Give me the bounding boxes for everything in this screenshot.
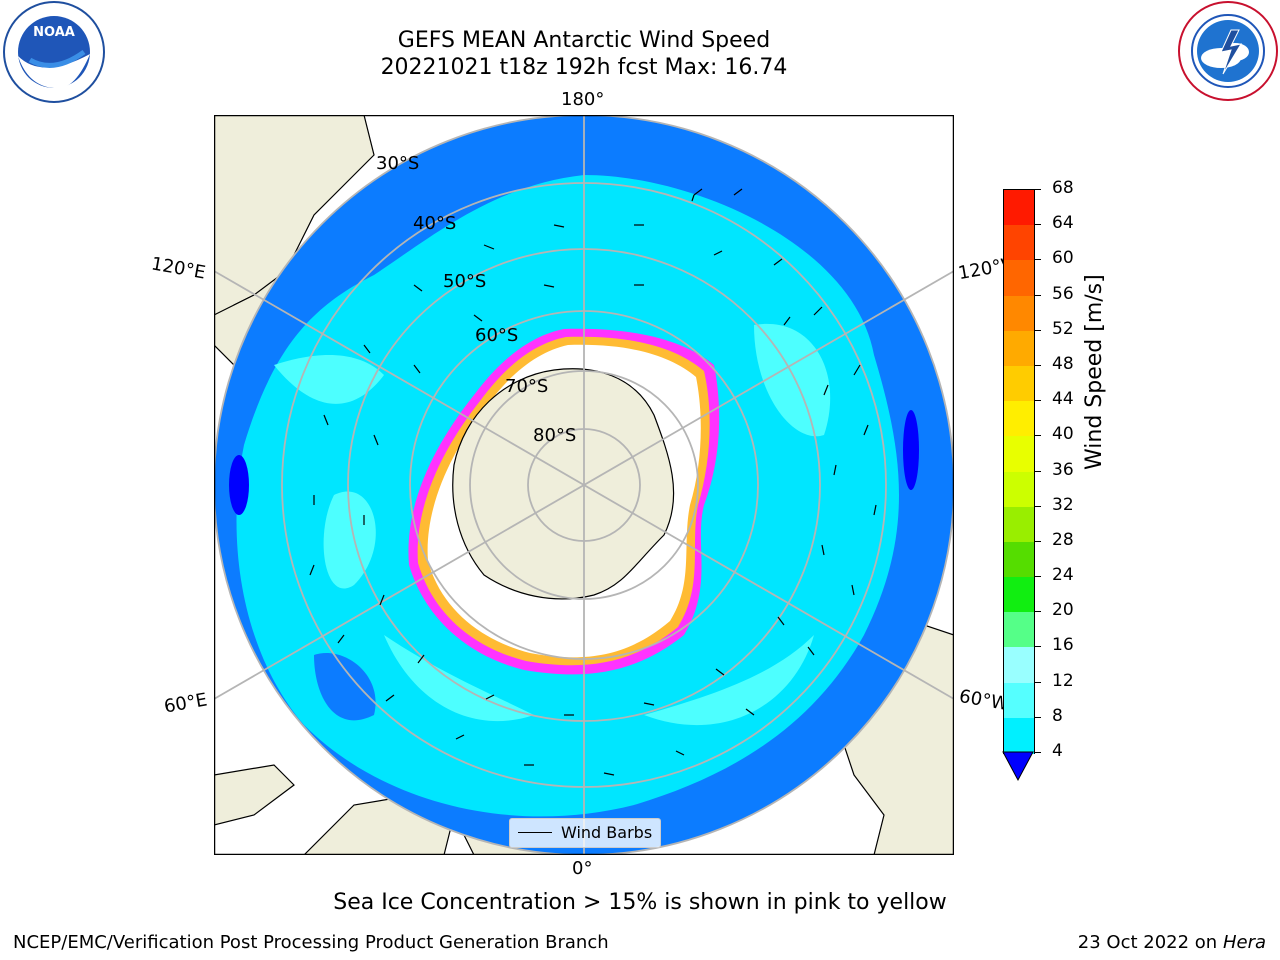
colorbar-band <box>1004 295 1034 332</box>
colorbar-tick-mark <box>1035 540 1041 542</box>
colorbar-tick-label: 4 <box>1052 741 1063 761</box>
footer-machine: Hera <box>1222 932 1266 953</box>
map-frame <box>214 115 954 855</box>
lon-label-120e: 120°E <box>149 253 208 284</box>
colorbar-tick-label: 16 <box>1052 635 1074 656</box>
colorbar-tick-label: 60 <box>1052 248 1074 269</box>
colorbar-tick-mark <box>1035 435 1041 437</box>
colorbar-tick-mark <box>1035 364 1041 366</box>
colorbar-band <box>1004 365 1034 402</box>
colorbar-band <box>1004 612 1034 648</box>
lat-label-60s: 60°S <box>475 325 519 346</box>
map-caption: Sea Ice Concentration > 15% is shown in … <box>333 890 947 915</box>
lon-label-60e: 60°E <box>162 689 209 718</box>
lat-label-40s: 40°S <box>413 213 457 234</box>
colorbar-band <box>1004 541 1034 578</box>
map-legend: Wind Barbs <box>509 818 661 848</box>
svg-text:NOAA: NOAA <box>33 25 75 40</box>
colorbar-tick-mark <box>1035 716 1041 718</box>
colorbar-tick-label: 12 <box>1052 670 1074 691</box>
colorbar-tick-label: 20 <box>1052 600 1074 621</box>
colorbar-tick-label: 64 <box>1052 213 1074 234</box>
graticule <box>214 115 954 855</box>
colorbar-band <box>1004 682 1034 719</box>
colorbar-tick-mark <box>1035 646 1041 648</box>
colorbar-tick-mark <box>1035 189 1041 190</box>
colorbar-tick-mark <box>1035 400 1041 402</box>
colorbar-band <box>1004 506 1034 543</box>
chart-title: GEFS MEAN Antarctic Wind Speed <box>397 28 771 53</box>
colorbar-band <box>1004 190 1034 226</box>
lon-label-180: 180° <box>561 89 605 110</box>
colorbar-title: Wind Speed [m/s] <box>1082 274 1107 470</box>
lat-label-30s: 30°S <box>376 153 420 174</box>
colorbar-tick-label: 48 <box>1052 353 1074 374</box>
antarctica <box>452 368 675 600</box>
lat-label-70s: 70°S <box>505 376 549 397</box>
nws-logo <box>1178 1 1278 101</box>
colorbar-band <box>1004 647 1034 684</box>
colorbar-tick-label: 24 <box>1052 565 1074 586</box>
colorbar-tick-mark <box>1035 576 1041 578</box>
colorbar-band <box>1004 260 1034 297</box>
colorbar-tick-label: 40 <box>1052 424 1074 445</box>
colorbar-band <box>1004 436 1034 472</box>
colorbar-extend-triangle <box>1002 751 1034 782</box>
colorbar-label: Wind Speed [m/s] <box>1082 274 1107 470</box>
colorbar-tick-mark <box>1035 681 1041 683</box>
colorbar-tick-label: 52 <box>1052 318 1074 339</box>
colorbar-tick-mark <box>1035 259 1041 261</box>
colorbar-tick-label: 8 <box>1052 705 1063 726</box>
wind-barbs <box>309 188 877 776</box>
colorbar-tick-mark <box>1035 505 1041 507</box>
footer-date: 23 Oct 2022 on <box>1077 932 1218 953</box>
colorbar-tick-mark <box>1035 611 1041 613</box>
footer-left: NCEP/EMC/Verification Post Processing Pr… <box>13 932 609 953</box>
colorbar <box>1003 189 1035 754</box>
lat-label-50s: 50°S <box>443 271 487 292</box>
colorbar-tick-mark <box>1035 329 1041 331</box>
noaa-logo: NOAA <box>3 1 105 103</box>
colorbar-tick-label: 56 <box>1052 283 1074 304</box>
colorbar-band <box>1004 577 1034 613</box>
colorbar-tick-mark <box>1035 470 1041 472</box>
colorbar-band <box>1004 717 1034 754</box>
colorbar-band <box>1004 330 1034 367</box>
colorbar-band <box>1004 225 1034 261</box>
lon-label-0: 0° <box>572 858 593 879</box>
lat-label-80s: 80°S <box>533 425 577 446</box>
colorbar-tick-mark <box>1035 294 1041 296</box>
wind-barb-legend-label: Wind Barbs <box>561 823 653 842</box>
chart-subtitle: 20221021 t18z 192h fcst Max: 16.74 <box>380 55 788 80</box>
polar-map <box>214 115 954 855</box>
colorbar-tick-mark <box>1035 224 1041 226</box>
colorbar-band <box>1004 471 1034 508</box>
colorbar-tick-mark <box>1035 752 1041 753</box>
colorbar-tick-label: 44 <box>1052 389 1074 410</box>
wind-barb-legend-line <box>518 832 552 833</box>
colorbar-band <box>1004 401 1034 437</box>
footer-right: 23 Oct 2022 on Hera <box>1078 932 1266 953</box>
colorbar-tick-label: 68 <box>1052 178 1074 198</box>
colorbar-tick-label: 28 <box>1052 529 1074 550</box>
colorbar-tick-label: 36 <box>1052 459 1074 480</box>
colorbar-tick-label: 32 <box>1052 494 1074 515</box>
